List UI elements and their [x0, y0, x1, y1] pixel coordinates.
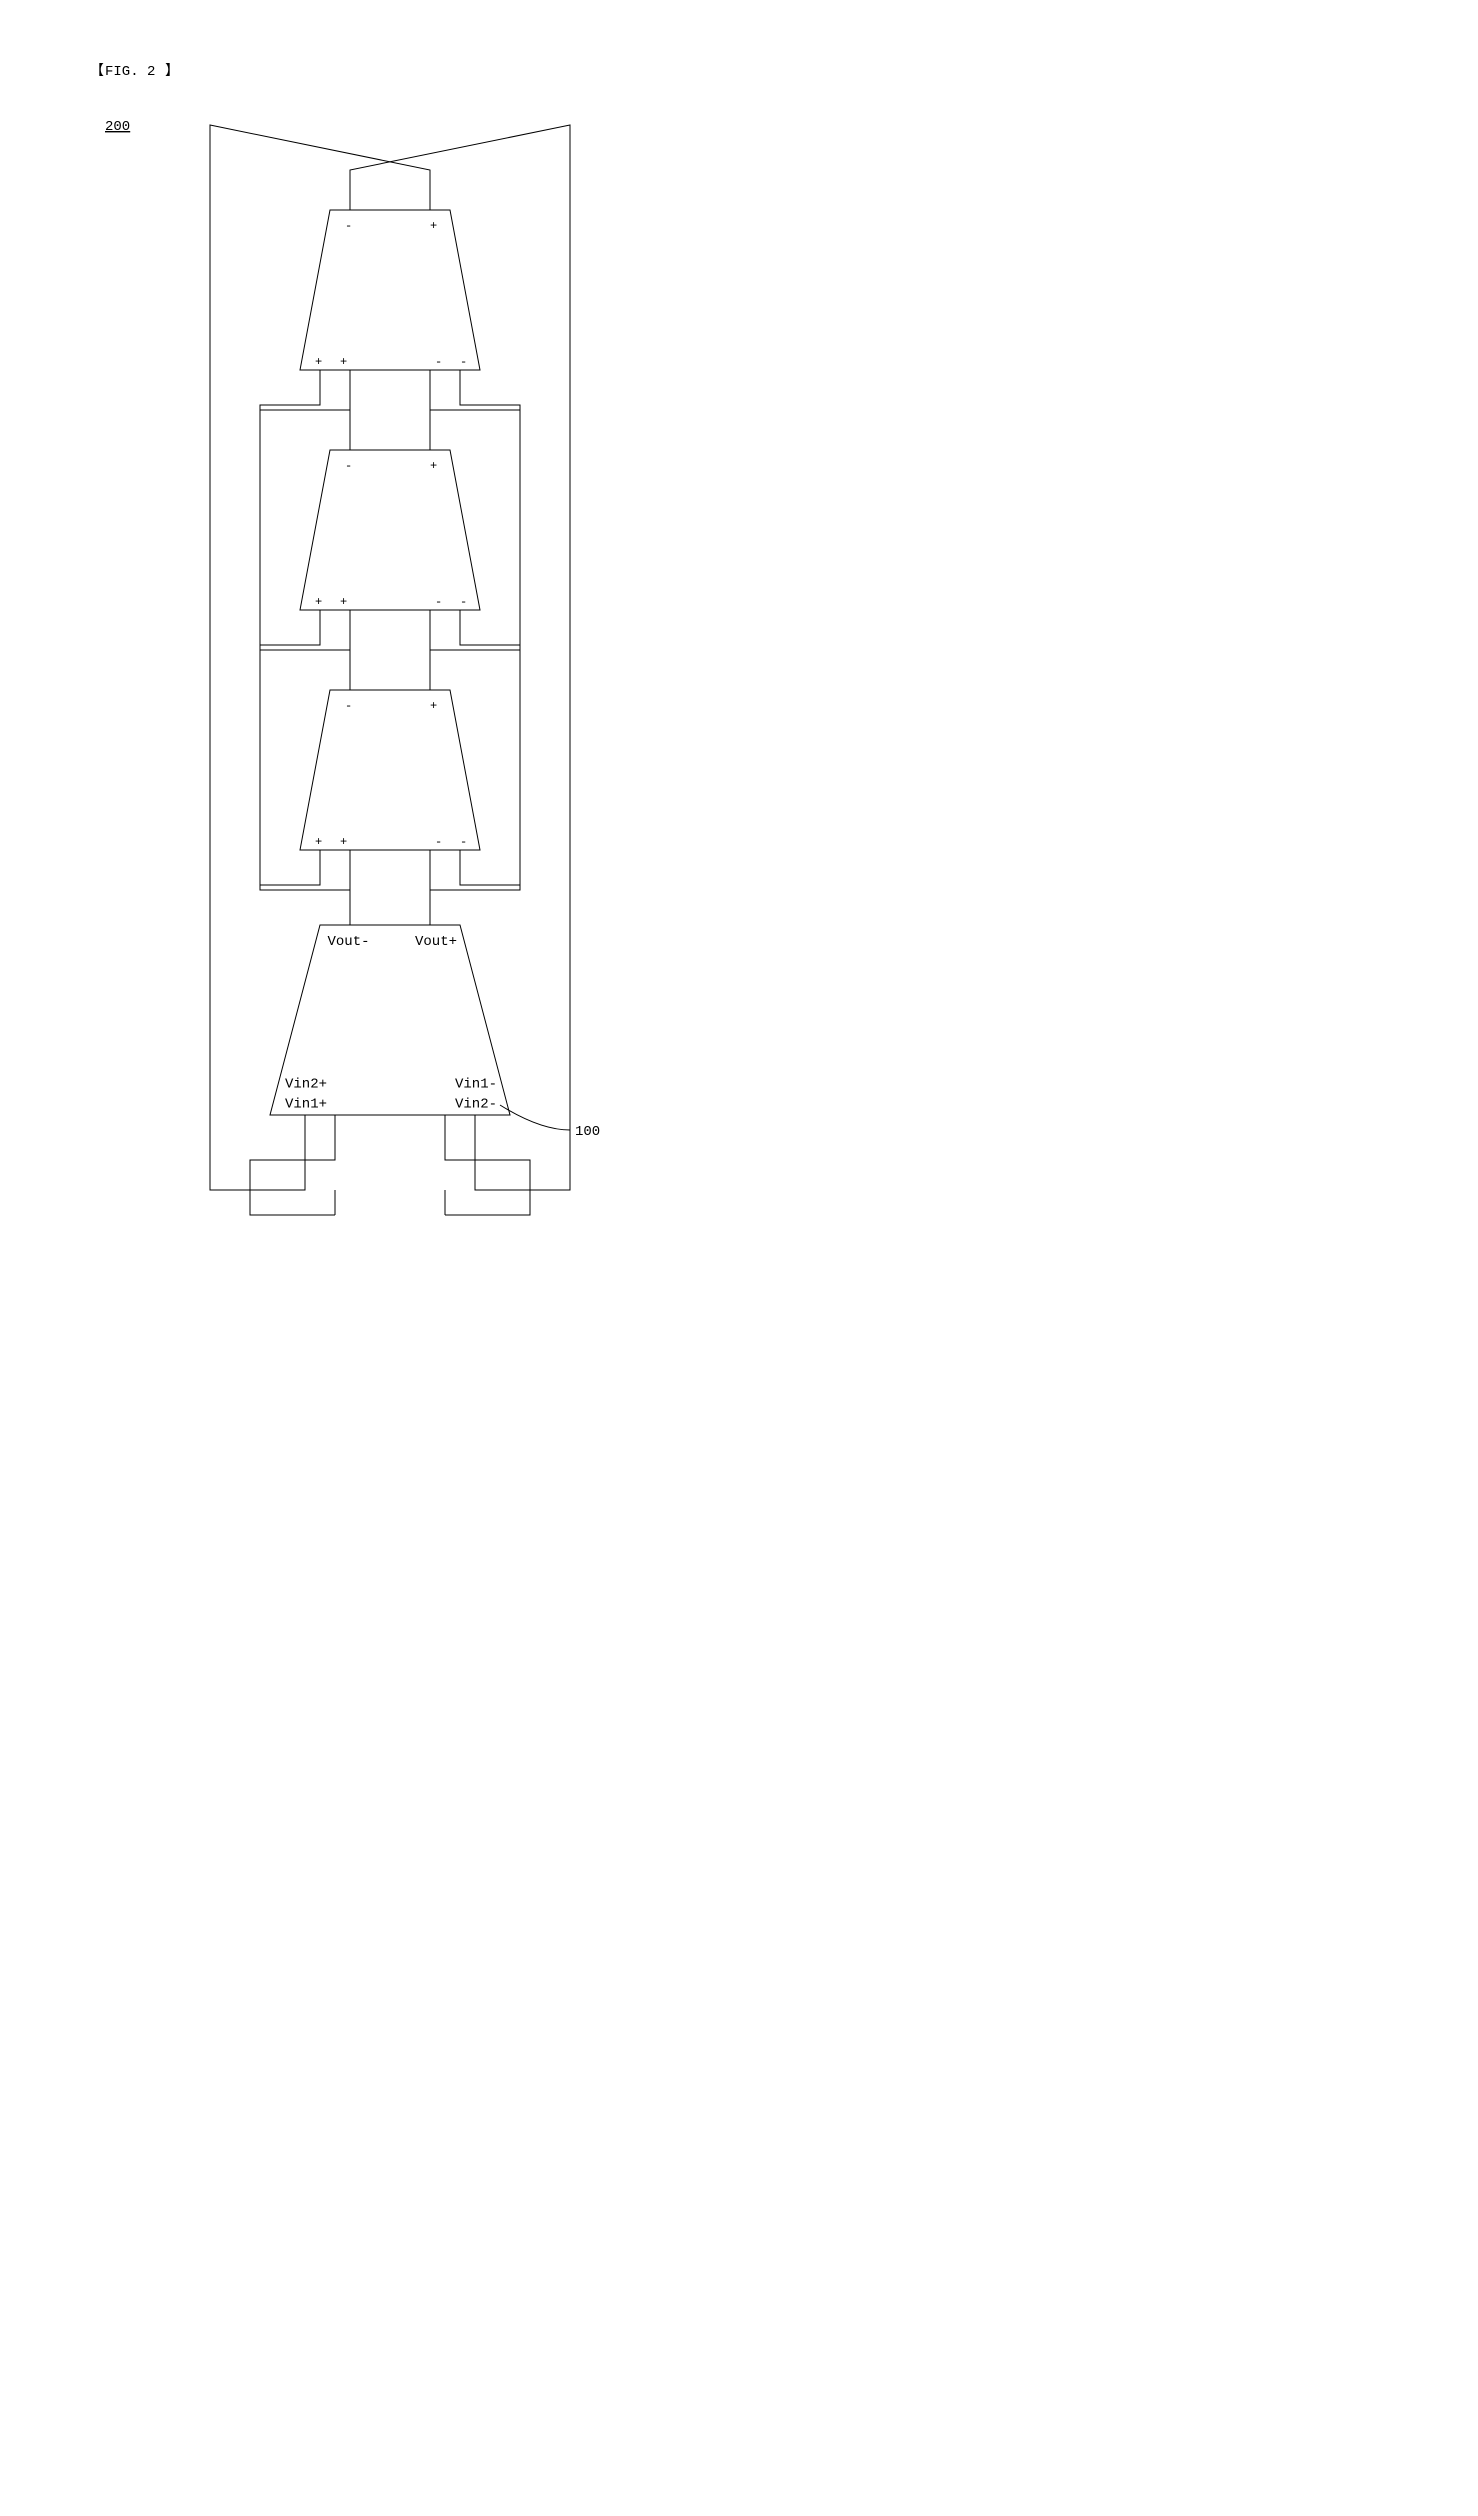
stage2-in1m: - [435, 835, 442, 849]
stage4-out-plus: + [430, 219, 437, 233]
fig-bracket-left: 【 [90, 63, 104, 80]
stage2-out-minus: - [345, 699, 352, 713]
stage2-in2m: - [460, 835, 467, 849]
stage4-in2p: + [315, 355, 322, 369]
stage-4-block [300, 210, 480, 370]
stage1-vin2m: Vin2- [455, 1097, 497, 1113]
stage3-in2m: - [460, 595, 467, 609]
stage1-vout-minus: Vout- [328, 934, 370, 950]
ref-200: 200 [105, 119, 130, 135]
stage3-in2p: + [315, 595, 322, 609]
stage3-out-minus: - [345, 459, 352, 473]
wire-s2-in2m-jog [460, 850, 520, 885]
figure-title: FIG. 2 [105, 64, 155, 80]
stage4-out-minus: - [345, 219, 352, 233]
wire-s1-in1m-stub [445, 1115, 530, 1215]
ref-100: 100 [575, 1124, 600, 1140]
stage1-vin2p: Vin2+ [285, 1077, 327, 1093]
leader-100 [500, 1105, 570, 1130]
stage3-in1p: + [340, 595, 347, 609]
stage2-in2p: + [315, 835, 322, 849]
stage-3-block [300, 450, 480, 610]
wire-s2-in2p-jog [260, 850, 320, 885]
stage3-out-plus: + [430, 459, 437, 473]
stage1-vin1p: Vin1+ [285, 1097, 327, 1113]
stage4-in1p: + [340, 355, 347, 369]
stage-2-block [300, 690, 480, 850]
stage1-vin1m: Vin1- [455, 1077, 497, 1093]
circuit-diagram: 【 FIG. 2 】 200 - + + + - - - + + + - - -… [40, 40, 739, 1258]
fig-bracket-right: 】 [165, 63, 179, 80]
stage2-out-plus: + [430, 699, 437, 713]
stage4-in2m: - [460, 355, 467, 369]
stage2-in1p: + [340, 835, 347, 849]
stage4-in1m: - [435, 355, 442, 369]
stage3-in1m: - [435, 595, 442, 609]
stage1-vout-plus: Vout+ [415, 934, 457, 950]
wire-s1-in1p-stub [250, 1115, 335, 1215]
